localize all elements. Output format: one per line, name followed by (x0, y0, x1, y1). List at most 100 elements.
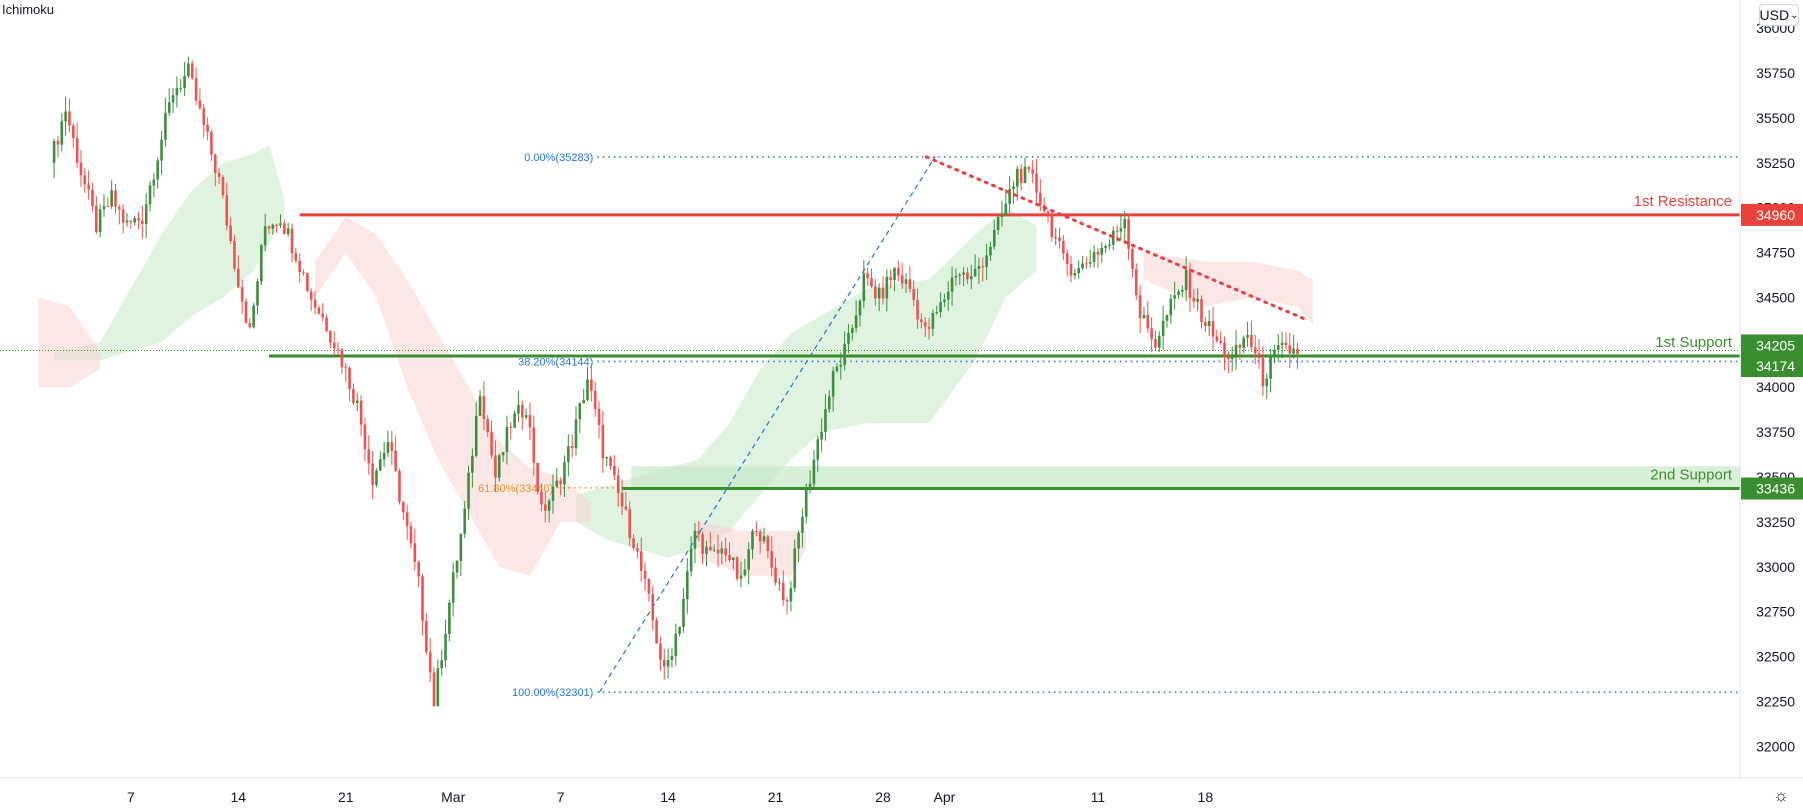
candle-body-13 (102, 205, 106, 210)
currency-button[interactable]: USD ⌄ (1759, 4, 1799, 26)
price-tag-2 (1741, 355, 1803, 378)
candle-body-106 (459, 533, 463, 561)
y-tick-5: 34750 (1756, 245, 1795, 261)
level-name-0: 1st Resistance (1634, 193, 1732, 210)
y-tick-8: 34000 (1756, 379, 1795, 395)
candle-body-49 (240, 287, 244, 302)
fib-label-2: 61.80%(33440) (478, 483, 553, 495)
candle-body-195 (801, 516, 804, 533)
candle-body-197 (808, 483, 812, 490)
candle-body-278 (1119, 228, 1123, 232)
price-tag-label-1: 34205 (1756, 337, 1795, 353)
candle-body-299 (1200, 298, 1203, 323)
candle-body-209 (854, 315, 858, 329)
candle-body-120 (513, 413, 516, 428)
indicator-label[interactable]: Ichimoku (2, 2, 55, 17)
candle-body-72 (329, 330, 332, 343)
candle-body-10 (91, 189, 94, 206)
candle-body-169 (701, 534, 704, 554)
candle-body-280 (1127, 219, 1130, 249)
candle-body-93 (409, 526, 413, 544)
candle-body-244 (989, 246, 992, 256)
candle-body-219 (893, 268, 896, 281)
candle-body-183 (755, 531, 758, 533)
candle-body-105 (455, 560, 459, 573)
candle-body-214 (874, 286, 877, 299)
candle-body-324 (1296, 348, 1299, 354)
candle-body-138 (582, 399, 585, 404)
candle-body-317 (1269, 357, 1272, 379)
candle-body-86 (382, 452, 386, 460)
candle-body-250 (1012, 186, 1015, 190)
candle-body-55 (263, 226, 267, 246)
candle-body-295 (1184, 269, 1188, 291)
candle-body-321 (1284, 342, 1288, 346)
candle-body-45 (225, 195, 229, 226)
candle-body-2 (60, 121, 64, 145)
trendline (924, 155, 1307, 321)
candle-body-115 (494, 455, 497, 478)
candle-body-98 (428, 651, 432, 673)
candle-body-140 (590, 379, 593, 391)
cloud-red-3 (1143, 252, 1313, 325)
cloud-red-1 (315, 216, 592, 576)
currency-label: USD (1759, 7, 1790, 23)
y-tick-13: 32750 (1756, 604, 1795, 620)
candle-body-194 (797, 532, 800, 549)
chevron-down-icon: ⌄ (1790, 9, 1799, 21)
candle-body-113 (486, 418, 490, 433)
candle-body-116 (497, 455, 501, 478)
candle-body-159 (662, 659, 666, 667)
candle-body-175 (724, 548, 727, 556)
candle-body-20 (129, 220, 133, 223)
candle-body-53 (256, 281, 259, 306)
candle-body-281 (1131, 248, 1134, 270)
candle-body-302 (1211, 321, 1215, 337)
candle-body-313 (1253, 347, 1257, 354)
price-tag-0 (1741, 203, 1803, 226)
gear-icon[interactable]: ☼ (1773, 786, 1789, 805)
candle-body-201 (824, 409, 827, 432)
candle-body-36 (190, 63, 194, 79)
candle-body-172 (712, 549, 716, 551)
candle-body-275 (1108, 244, 1111, 246)
price-tag-1 (1741, 334, 1803, 357)
candle-body-276 (1111, 230, 1115, 245)
candle-body-58 (275, 224, 278, 226)
candle-body-166 (689, 548, 693, 572)
candle-body-146 (613, 465, 616, 476)
candle-body-47 (233, 241, 236, 269)
candle-body-251 (1016, 168, 1019, 187)
candle-body-191 (785, 600, 789, 602)
candle-body-48 (237, 268, 240, 288)
candle-body-69 (317, 307, 321, 314)
candle-body-134 (567, 446, 570, 463)
candle-body-168 (697, 530, 701, 535)
candle-body-34 (183, 76, 186, 88)
candlesticks (52, 56, 1299, 707)
candle-body-27 (156, 160, 160, 180)
candle-body-200 (820, 431, 823, 440)
candle-body-215 (877, 287, 881, 299)
y-tick-2: 35500 (1756, 110, 1795, 126)
candle-body-139 (586, 379, 589, 400)
candle-body-221 (900, 275, 904, 284)
candle-body-30 (167, 102, 171, 113)
candle-body-235 (954, 275, 958, 278)
candle-body-174 (720, 548, 724, 554)
candle-body-59 (279, 223, 282, 226)
price-axis-bg (1740, 0, 1803, 812)
y-tick-1: 35750 (1756, 65, 1795, 81)
candle-body-224 (912, 288, 915, 300)
candle-body-157 (655, 620, 658, 644)
candle-body-193 (793, 548, 797, 589)
candle-body-273 (1100, 247, 1104, 255)
fibonacci-retracement: 0.00%(35283) 38.20%(34144) 61.80%(33440) 10… (478, 152, 1740, 699)
candle-body-89 (394, 450, 397, 471)
candle-body-277 (1115, 230, 1119, 232)
candle-body-68 (313, 299, 317, 308)
candle-body-52 (252, 305, 255, 328)
